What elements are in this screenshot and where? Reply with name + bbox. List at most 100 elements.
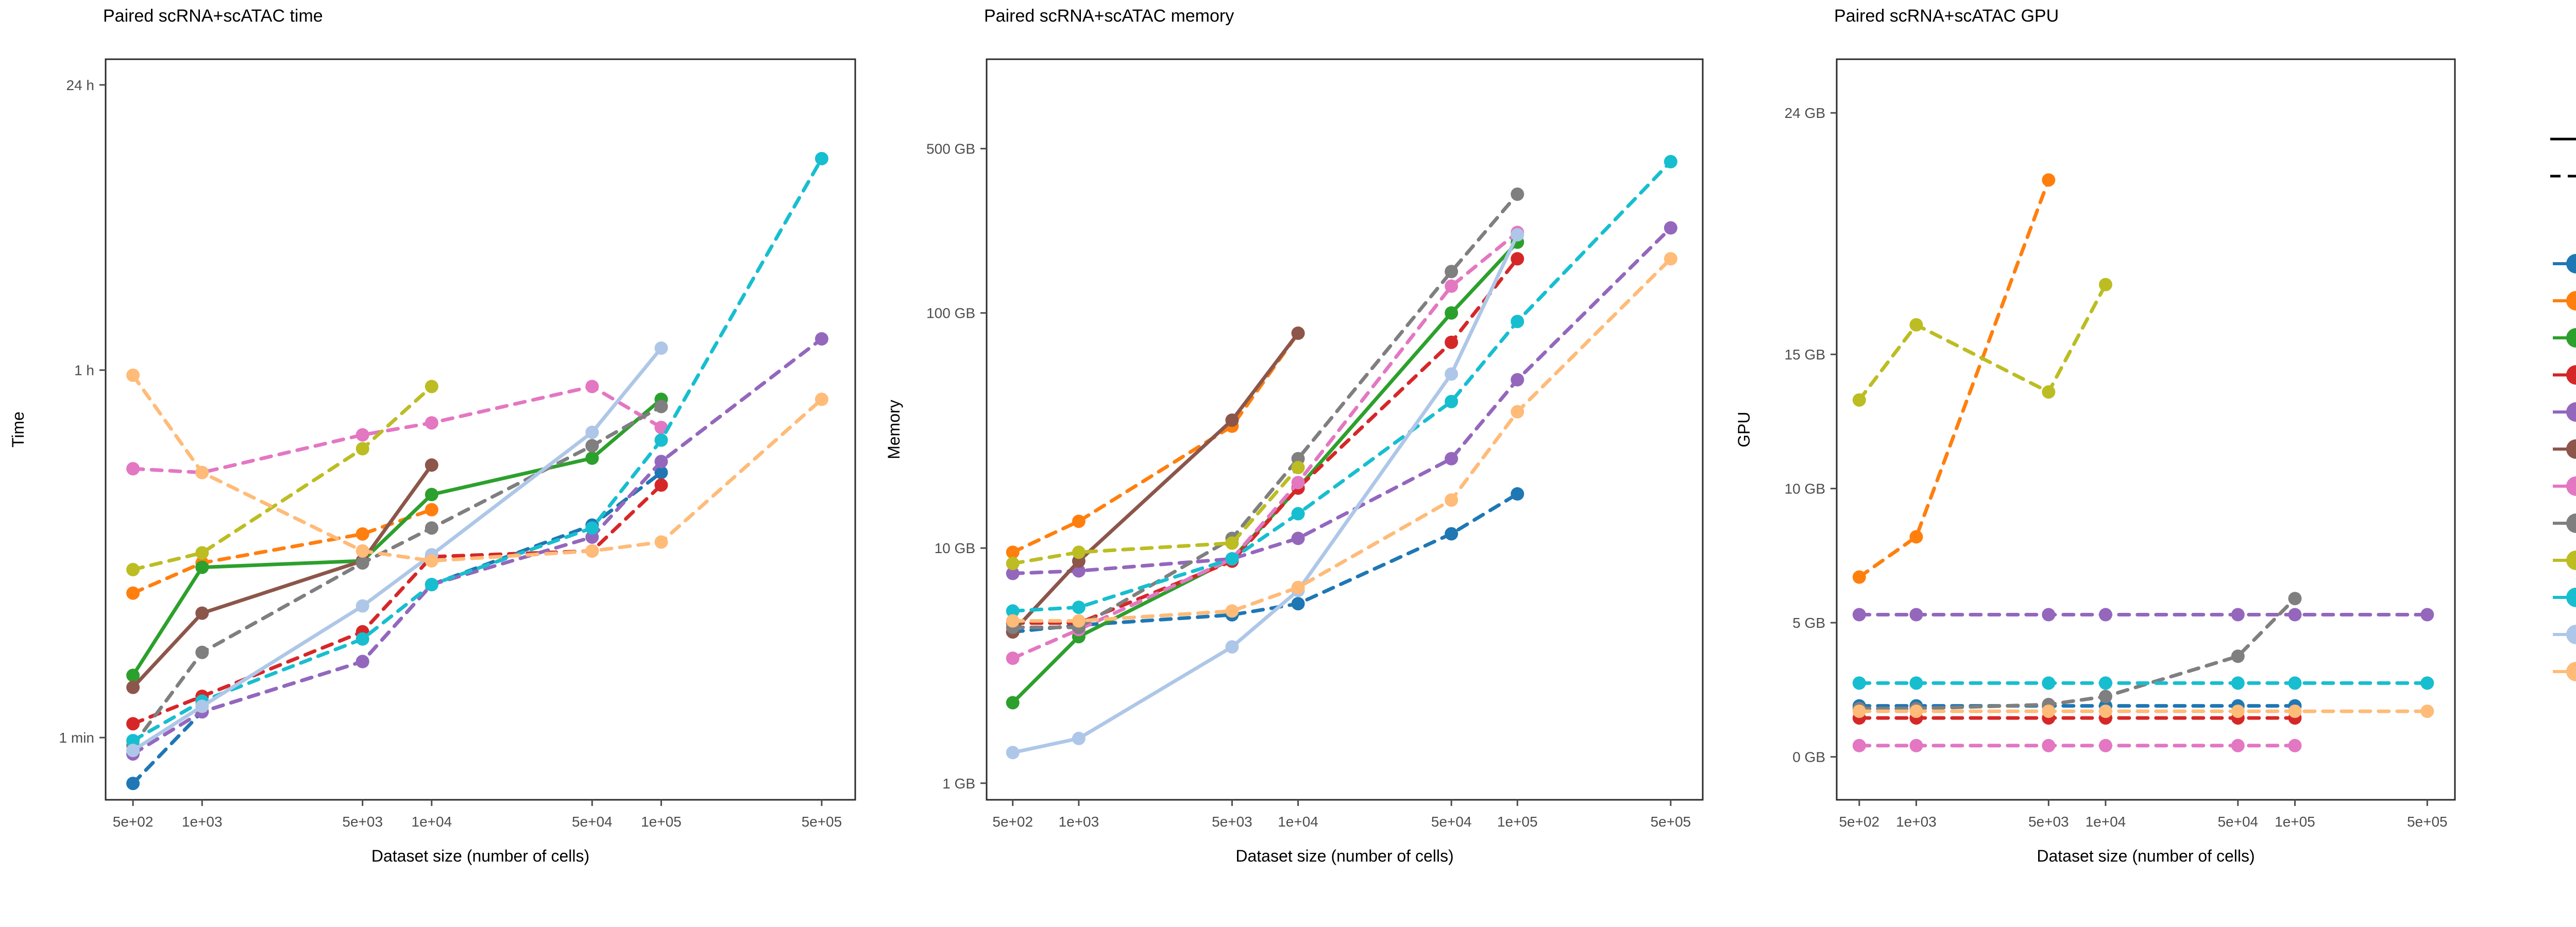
y-tick-label: 500 GB — [926, 141, 975, 157]
series-dcca — [1852, 173, 2056, 584]
data-point — [654, 341, 668, 355]
data-point — [1072, 614, 1086, 628]
series-line — [131, 397, 663, 677]
data-point — [1072, 731, 1086, 745]
data-point — [1852, 393, 1866, 407]
series-line — [1011, 230, 1519, 660]
data-point — [126, 680, 140, 694]
data-point — [1445, 306, 1459, 320]
data-point — [1852, 705, 1866, 718]
data-point — [1852, 570, 1866, 584]
legend-swatch-dcca — [2566, 291, 2576, 311]
data-point — [195, 645, 209, 659]
series-uniport — [126, 368, 828, 568]
data-point — [1664, 154, 1677, 168]
series-mofa- — [1006, 235, 1524, 710]
data-point — [1664, 252, 1677, 266]
x-axis-label: Dataset size (number of cells) — [2037, 847, 2255, 865]
data-point — [355, 442, 369, 456]
series-multivi — [126, 332, 828, 761]
data-point — [1445, 279, 1459, 293]
plot-frame — [1836, 58, 2456, 801]
x-tick-label: 5e+05 — [1650, 814, 1691, 830]
data-point — [1291, 507, 1305, 521]
data-point — [1225, 536, 1239, 550]
x-tick-label: 1e+05 — [2275, 814, 2315, 830]
panel-title: Paired scRNA+scATAC GPU — [1834, 6, 2059, 26]
data-point — [2231, 676, 2245, 690]
data-point — [1664, 221, 1677, 235]
x-tick-label: 5e+02 — [1839, 814, 1879, 830]
y-tick-label: 1 h — [74, 363, 94, 379]
data-point — [126, 717, 140, 731]
data-point — [1445, 527, 1459, 541]
data-point — [1445, 265, 1459, 279]
legend-swatch-multigrate — [2566, 365, 2576, 385]
legend-swatch-multivi — [2566, 402, 2576, 422]
data-point — [425, 458, 438, 472]
data-point — [585, 451, 599, 465]
chart-panel-gpu: Paired scRNA+scATAC GPU 24 GB 15 GB 10 GB 5 … — [1726, 0, 2473, 927]
data-point — [1291, 327, 1305, 340]
plot-frame — [105, 58, 856, 801]
data-point — [1445, 394, 1459, 408]
series-multivi — [1852, 608, 2434, 622]
data-point — [1225, 552, 1239, 566]
y-tick-label: 24 GB — [1785, 105, 1825, 121]
y-tick-label: 0 GB — [1792, 749, 1825, 765]
data-point — [1072, 564, 1086, 578]
series-uniport — [1006, 252, 1677, 628]
series-line — [1011, 331, 1300, 634]
data-point — [2231, 649, 2245, 663]
panel-title: Paired scRNA+scATAC time — [103, 6, 323, 26]
legend-swatch-scmvp — [2566, 588, 2576, 607]
data-point — [1006, 614, 1020, 628]
data-point — [1072, 600, 1086, 614]
data-point — [2042, 705, 2056, 718]
x-tick-label: 1e+04 — [2086, 814, 2126, 830]
x-tick-label: 5e+02 — [992, 814, 1033, 830]
data-point — [2420, 705, 2434, 718]
series-line — [131, 404, 663, 747]
series-line — [131, 384, 434, 572]
series-scdec — [1852, 739, 2302, 752]
data-point — [2098, 739, 2112, 752]
data-point — [1006, 604, 1020, 618]
data-point — [355, 428, 369, 442]
data-point — [2042, 739, 2056, 752]
data-point — [126, 668, 140, 682]
y-tick-label: 100 GB — [926, 305, 975, 321]
data-point — [2042, 173, 2056, 187]
series-line — [131, 483, 663, 726]
series-line — [131, 463, 434, 690]
series-scdec — [1006, 226, 1524, 665]
series-line — [1857, 178, 2050, 579]
data-point — [1909, 318, 1923, 332]
data-point — [2288, 608, 2302, 622]
series-line — [131, 471, 663, 785]
y-tick-label: 5 GB — [1792, 615, 1825, 631]
data-point — [2420, 608, 2434, 622]
y-tick-label: 24 h — [66, 77, 95, 93]
x-tick-label: 1e+03 — [182, 814, 223, 830]
series-line — [1011, 233, 1519, 754]
series-line — [1011, 331, 1300, 554]
data-point — [1445, 493, 1459, 507]
data-point — [1852, 676, 1866, 690]
x-tick-label: 5e+05 — [2407, 814, 2448, 830]
series-line — [1011, 226, 1673, 575]
data-point — [1225, 413, 1239, 427]
data-point — [2288, 739, 2302, 752]
data-point — [2231, 739, 2245, 752]
data-point — [2288, 592, 2302, 606]
series-line — [131, 346, 663, 752]
data-point — [126, 744, 140, 758]
legend-swatch-scmvae — [2566, 551, 2576, 570]
series-line — [1011, 192, 1519, 629]
x-tick-label: 5e+05 — [802, 814, 842, 830]
data-point — [2098, 608, 2112, 622]
data-point — [1291, 597, 1305, 611]
chart-panel-memory: Paired scRNA+scATAC memory 500 GB 100 GB 10… — [876, 0, 1726, 927]
data-point — [355, 632, 369, 646]
x-tick-label: 1e+05 — [641, 814, 682, 830]
